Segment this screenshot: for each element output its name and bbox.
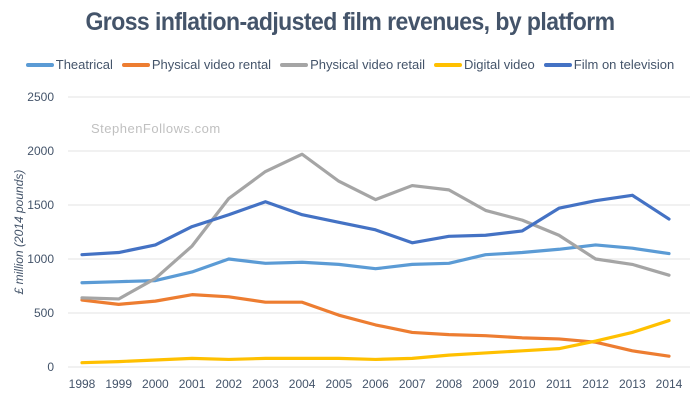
y-tick-label: 1000	[27, 252, 54, 266]
x-tick-label: 2012	[582, 377, 609, 391]
watermark: StephenFollows.com	[91, 121, 221, 136]
series-line-theatrical	[80, 243, 671, 285]
x-tick-label: 2004	[289, 377, 316, 391]
x-tick-label: 2000	[142, 377, 169, 391]
y-tick-label: 2500	[27, 90, 54, 104]
x-tick-label: 2002	[215, 377, 242, 391]
legend-label: Digital video	[463, 57, 535, 72]
legend-label: Theatrical	[55, 57, 113, 72]
y-tick-label: 2000	[27, 144, 54, 158]
legend-label: Film on television	[573, 57, 675, 72]
x-tick-label: 2006	[362, 377, 389, 391]
x-tick-label: 2008	[436, 377, 463, 391]
legend-swatch	[25, 62, 54, 67]
y-tick-label: 500	[34, 306, 54, 320]
legend-swatch	[280, 62, 309, 67]
x-tick-label: 1999	[105, 377, 132, 391]
x-tick-label: 1998	[69, 377, 96, 391]
chart-title: Gross inflation-adjusted film revenues, …	[85, 8, 615, 36]
x-tick-label: 2003	[252, 377, 279, 391]
y-axis-label: £ million (2014 pounds)	[12, 170, 26, 296]
legend-item-film-on-television: Film on television	[543, 57, 675, 72]
x-tick-label: 2013	[619, 377, 646, 391]
x-tick-label: 2014	[656, 377, 683, 391]
y-tick-label: 1500	[27, 198, 54, 212]
legend-item-physical-video-retail: Physical video retail	[280, 57, 425, 72]
y-tick-label: 0	[47, 360, 54, 374]
legend: Theatrical Physical video rental Physical …	[0, 57, 700, 72]
x-tick-label: 2010	[509, 377, 536, 391]
series-line-film-on-television	[80, 193, 671, 257]
legend-swatch	[433, 62, 462, 67]
legend-item-physical-video-rental: Physical video rental	[121, 57, 272, 72]
x-tick-label: 2005	[325, 377, 352, 391]
series-line-physical-video-rental	[80, 293, 671, 358]
x-tick-label: 2007	[399, 377, 426, 391]
series-line-physical-video-retail	[80, 152, 671, 301]
series-line-digital-video	[80, 318, 671, 365]
x-tick-label: 2009	[472, 377, 499, 391]
legend-swatch	[543, 62, 572, 67]
legend-label: Physical video retail	[310, 57, 425, 72]
legend-item-theatrical: Theatrical	[25, 57, 113, 72]
x-tick-label: 2001	[179, 377, 206, 391]
legend-label: Physical video rental	[151, 57, 272, 72]
legend-item-digital-video: Digital video	[433, 57, 535, 72]
x-tick-label: 2011	[546, 377, 572, 391]
legend-swatch	[121, 62, 150, 67]
